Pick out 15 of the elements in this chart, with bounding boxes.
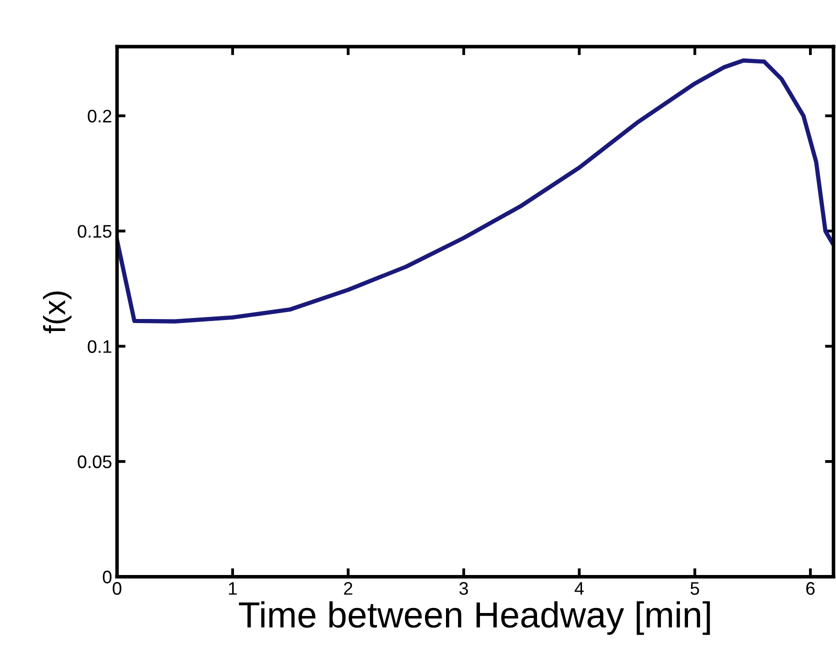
x-axis-title: Time between Headway [min] <box>238 601 710 635</box>
y-tick-label: 0.1 <box>88 340 112 353</box>
y-tick-label: 0 <box>102 570 112 584</box>
y-tick-label: 0.05 <box>78 455 112 468</box>
x-tick-label: 6 <box>806 582 815 595</box>
x-tick-label: 0 <box>112 582 122 595</box>
y-tick-label: 0.2 <box>88 110 112 123</box>
x-tick-label: 5 <box>690 582 700 595</box>
x-tick-label: 1 <box>228 582 237 595</box>
x-tick-label: 3 <box>459 582 468 595</box>
y-axis-title: f(x) <box>43 292 72 334</box>
x-tick-label: 2 <box>344 582 352 595</box>
y-tick-label: 0.15 <box>78 224 112 238</box>
line-series <box>117 58 834 324</box>
x-tick-label: 4 <box>574 582 584 595</box>
